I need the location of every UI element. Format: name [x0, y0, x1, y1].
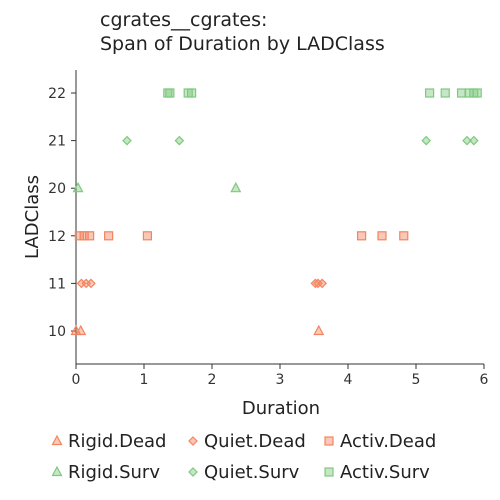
- chart-title-line-2: Span of Duration by LADClass: [100, 33, 385, 55]
- data-point: [142, 231, 152, 241]
- chart-title-line-1: cgrates__cgrates:: [100, 9, 267, 31]
- data-point: [74, 231, 85, 241]
- x-tick-label: 1: [140, 372, 149, 388]
- data-point: [75, 324, 87, 336]
- data-point: [86, 278, 96, 289]
- legend-label: Activ.Dead: [340, 431, 436, 452]
- legend-label: Quiet.Dead: [204, 431, 306, 452]
- data-point: [377, 231, 387, 241]
- x-tick-label: 4: [344, 372, 353, 388]
- legend-label: Quiet.Surv: [204, 462, 300, 483]
- data-point: [84, 231, 95, 241]
- y-tick-label: 20: [48, 181, 66, 197]
- data-point: [187, 88, 197, 98]
- legend-marker: [324, 467, 334, 477]
- x-tick-label: 0: [72, 372, 81, 388]
- legend-marker: [51, 434, 63, 446]
- legend-label: Activ.Surv: [340, 462, 430, 483]
- data-point: [310, 278, 321, 289]
- x-tick-label: 6: [480, 372, 489, 388]
- y-axis-title: LADClass: [22, 175, 43, 259]
- y-tick-label: 12: [48, 229, 66, 245]
- x-tick-label: 5: [412, 372, 421, 388]
- data-points: [70, 88, 482, 336]
- axes: [75, 70, 484, 365]
- legend-marker: [188, 467, 198, 477]
- data-point: [399, 231, 409, 241]
- legend-marker: [188, 436, 198, 446]
- data-point: [72, 181, 84, 193]
- data-point: [425, 88, 435, 98]
- data-point: [104, 231, 114, 241]
- data-point: [317, 278, 328, 289]
- legend: Rigid.Dead Quiet.Dead Activ.Dead Rigid.Surv…: [51, 431, 436, 483]
- y-tick-label: 22: [48, 86, 66, 102]
- legend-label: Rigid.Dead: [68, 431, 166, 452]
- data-point: [165, 88, 175, 98]
- legend-label: Rigid.Surv: [68, 462, 160, 483]
- y-tick-label: 21: [48, 134, 66, 150]
- data-point: [468, 135, 479, 146]
- x-axis-title: Duration: [242, 398, 320, 419]
- x-tick-label: 2: [208, 372, 217, 388]
- legend-marker: [324, 436, 334, 446]
- x-tick-label: 3: [276, 372, 285, 388]
- data-point: [440, 88, 450, 98]
- data-point: [462, 135, 472, 146]
- data-point: [357, 231, 367, 241]
- data-point: [313, 324, 325, 336]
- data-point: [421, 135, 432, 146]
- data-point: [230, 181, 242, 193]
- data-point: [456, 88, 467, 98]
- y-tick-label: 11: [48, 276, 66, 292]
- data-point: [122, 135, 132, 146]
- data-point: [472, 88, 482, 98]
- data-point: [79, 231, 89, 241]
- y-tick-label: 10: [48, 324, 66, 340]
- y-ticks: 10 11 12 20 21 22: [48, 86, 76, 340]
- legend-marker: [51, 465, 63, 477]
- x-ticks: 0 1 2 3 4 5 6: [72, 364, 489, 388]
- data-point: [174, 135, 185, 146]
